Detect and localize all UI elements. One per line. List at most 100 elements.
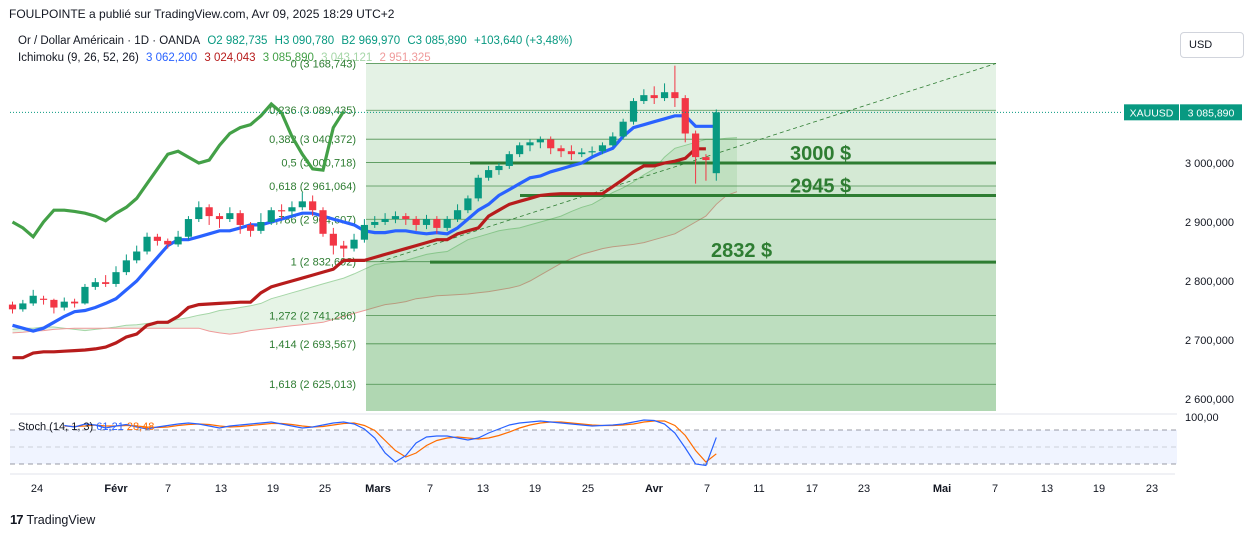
time-tick-label: 25 [582, 483, 594, 495]
fib-level-label: 0,618 (2 961,064) [269, 181, 356, 193]
candle-body [267, 210, 275, 222]
candle-body [236, 213, 244, 225]
fib-zone [366, 139, 996, 163]
candle-body [340, 245, 348, 249]
time-tick-label: 7 [992, 483, 998, 495]
candle-body [39, 298, 48, 300]
fib-zone [366, 219, 996, 262]
symbol-legend: Or / Dollar Américain · 1D · OANDA O2 98… [18, 35, 577, 47]
stoch-label[interactable]: Stoch (14, 1, 3) [18, 421, 94, 433]
fib-level-label: 1,618 (2 625,013) [269, 379, 356, 391]
candle-body [681, 98, 689, 134]
stoch-d-line [64, 420, 717, 463]
fib-level-label: 0,382 (3 040,372) [269, 134, 356, 146]
candle-body [195, 207, 203, 220]
price-tick-label: 2 600,000 [1185, 394, 1234, 406]
candle-body [153, 236, 161, 241]
ichimoku-cloud [12, 137, 737, 335]
candle-body [640, 95, 648, 102]
candle-body [309, 201, 317, 211]
candle-body [133, 251, 141, 261]
time-tick-label: 7 [165, 483, 171, 495]
fib-level-label: 0,5 (3 000,718) [281, 158, 356, 170]
time-tick-label: 11 [753, 483, 764, 495]
candle-body [453, 210, 462, 220]
senkou-span-a-line [12, 137, 738, 332]
candle-body [412, 219, 420, 225]
candle-body [381, 219, 389, 222]
candle-body [60, 301, 68, 308]
time-tick-label: 7 [704, 483, 710, 495]
senkou-span-b-line [12, 191, 738, 335]
fib-zone [366, 384, 996, 411]
candle-body [184, 219, 193, 237]
time-tick-label: 17 [806, 483, 818, 495]
currency-button[interactable]: USD [1180, 32, 1244, 58]
tenkan-value: 3 062,200 [146, 52, 198, 64]
candle-body [495, 165, 503, 171]
span-a-value: 3 043,121 [321, 52, 373, 64]
candle-body [143, 236, 151, 252]
fib-trend-line [379, 63, 997, 263]
fib-zone [366, 63, 996, 111]
time-tick-label: Avr [645, 483, 664, 495]
candle-body [588, 151, 596, 153]
time-tick-label: 23 [858, 483, 870, 495]
candle-body [246, 224, 255, 231]
tradingview-footer[interactable]: 17 TradingView [10, 512, 95, 527]
candle-body [402, 216, 410, 220]
candle-body [557, 148, 565, 152]
candle-body [91, 282, 99, 287]
time-tick-label: 7 [427, 483, 433, 495]
candle-body [8, 304, 17, 310]
candle-body [692, 133, 700, 158]
candle-body [485, 170, 493, 178]
fib-zone [366, 162, 996, 186]
candle-body [360, 224, 368, 240]
stoch-band [10, 430, 1177, 464]
time-tick-label: Févr [104, 483, 128, 495]
fib-level-label: 1 (2 832,692) [291, 257, 356, 269]
candle-body [536, 139, 544, 143]
symbol-name[interactable]: Or / Dollar Américain · 1D · OANDA [18, 35, 201, 47]
candle-body [164, 240, 172, 245]
candle-body [619, 121, 627, 137]
stoch-axis-label: 100,00 [1185, 412, 1219, 424]
ticker-tag [1124, 104, 1179, 121]
ichimoku-label[interactable]: Ichimoku (9, 26, 52, 26) [18, 52, 139, 64]
time-tick-label: 13 [1041, 483, 1053, 495]
level-label: 2945 $ [790, 175, 851, 197]
candle-body [215, 216, 224, 220]
candle-body [629, 101, 638, 122]
time-tick-label: 23 [1146, 483, 1158, 495]
candle-body [19, 303, 27, 310]
footer-brand: TradingView [26, 512, 96, 527]
time-tick-label: Mars [365, 483, 391, 495]
fib-level-label: 0,236 (3 089,435) [269, 105, 356, 117]
time-tick-label: 13 [215, 483, 227, 495]
stoch-legend: Stoch (14, 1, 3) 61,21 28,48 [18, 421, 154, 433]
tenkan-sen-line [12, 114, 717, 333]
fib-level-label: 0,786 (2 904,607) [269, 214, 356, 226]
candle-body [526, 142, 534, 146]
candle-body [671, 92, 679, 99]
stoch-k-value: 61,21 [96, 421, 124, 433]
candle-body [122, 260, 130, 273]
fib-zone [366, 343, 996, 385]
candle-body [29, 295, 37, 304]
candle-body [702, 157, 710, 161]
price-tick-label: 2 900,000 [1185, 217, 1234, 229]
candle-body [547, 139, 555, 149]
candle-body [650, 95, 658, 99]
ichimoku-legend: Ichimoku (9, 26, 52, 26) 3 062,200 3 024… [18, 52, 435, 64]
candle-body [350, 239, 358, 249]
time-tick-label: 13 [477, 483, 489, 495]
candle-body [391, 216, 400, 220]
candle-body [102, 282, 110, 284]
ohlc-open: O2 982,735 [207, 35, 268, 47]
kijun-sen-line [12, 147, 706, 360]
time-tick-label: 19 [1093, 483, 1105, 495]
candle-body [464, 198, 472, 211]
price-change: +103,640 (+3,48%) [474, 35, 573, 47]
